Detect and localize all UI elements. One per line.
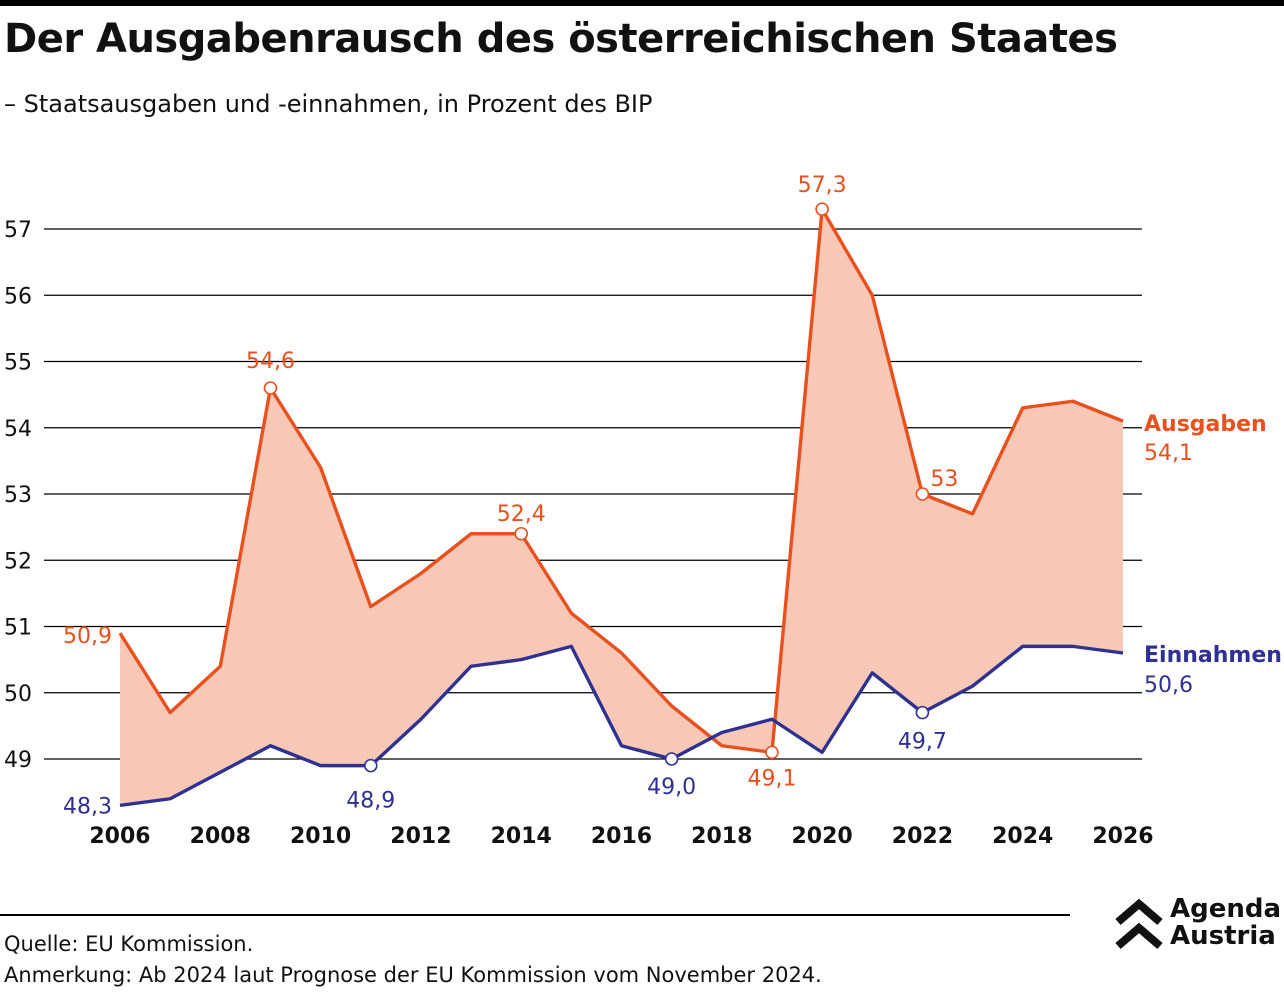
x-tick-label: 2018 <box>691 824 752 849</box>
x-tick-label: 2016 <box>591 824 652 849</box>
ausgaben-line <box>118 207 1124 755</box>
footer-source: Quelle: EU Kommission. <box>4 932 254 956</box>
agenda-austria-logo: Agenda Austria <box>1112 894 1284 954</box>
page-title: Der Ausgabenrausch des österreichischen … <box>4 16 1118 62</box>
series-name-ausgaben: Ausgaben <box>1144 412 1267 437</box>
einnahmen-line <box>119 644 1124 808</box>
data-label: 48,9 <box>346 789 395 814</box>
y-tick-label: 52 <box>4 549 32 574</box>
point-marker <box>915 487 930 501</box>
data-label: 57,3 <box>798 173 847 198</box>
x-tick-label: 2014 <box>491 824 552 849</box>
y-tick-label: 49 <box>4 748 32 773</box>
footer-note: Anmerkung: Ab 2024 laut Prognose der EU … <box>4 963 822 987</box>
series-name-einnahmen: Einnahmen <box>1144 643 1282 668</box>
point-marker <box>514 526 529 541</box>
line-chart: 49 50 51 52 53 54 55 56 57 2006 2008 2010 2012 2014 20… <box>4 173 1282 849</box>
y-tick-label: 50 <box>4 682 32 707</box>
y-tick-label: 51 <box>4 616 32 641</box>
x-tick-label: 2008 <box>190 824 251 849</box>
chart-labels: 49 50 51 52 53 54 55 56 57 2006 2008 2010 2012 2014 20… <box>4 173 1282 849</box>
page-subtitle: – Staatsausgaben und -einnahmen, in Proz… <box>4 90 653 118</box>
logo-line-1: Agenda <box>1170 894 1282 924</box>
point-marker <box>815 202 829 216</box>
point-marker <box>664 752 679 766</box>
y-tick-label: 56 <box>4 284 32 309</box>
point-marker <box>915 705 930 720</box>
double-chevron-up-icon <box>1115 898 1163 950</box>
x-tick-label: 2006 <box>89 824 150 849</box>
series-lines <box>118 207 1124 808</box>
series-end-value-ausgaben: 54,1 <box>1144 441 1193 466</box>
top-rule <box>0 0 1284 6</box>
y-tick-label: 55 <box>4 351 32 376</box>
data-label: 52,4 <box>497 502 546 527</box>
data-label: 49,1 <box>747 766 796 791</box>
series-end-value-einnahmen: 50,6 <box>1144 673 1193 698</box>
data-label: 50,9 <box>63 624 112 649</box>
point-marker <box>765 745 779 760</box>
bottom-rule <box>0 914 1070 916</box>
x-tick-label: 2012 <box>390 824 451 849</box>
logo-line-2: Austria <box>1170 921 1276 951</box>
gap-area <box>120 209 1123 806</box>
y-tick-label: 57 <box>4 218 32 243</box>
point-marker <box>263 381 278 395</box>
y-tick-label: 53 <box>4 483 32 508</box>
x-tick-label: 2024 <box>992 824 1053 849</box>
logo-text: Agenda Austria <box>1170 896 1281 950</box>
y-tick-label: 54 <box>4 417 32 442</box>
x-tick-label: 2022 <box>892 824 953 849</box>
ausgaben-einnahmen-gap <box>120 209 1123 806</box>
data-label: 49,0 <box>647 775 696 800</box>
point-marker <box>363 758 378 773</box>
point-markers <box>263 202 930 773</box>
x-tick-label: 2020 <box>791 824 852 849</box>
x-tick-label: 2026 <box>1092 824 1153 849</box>
data-label: 54,6 <box>246 349 295 374</box>
data-label: 49,7 <box>898 730 947 755</box>
data-label: 48,3 <box>63 794 112 819</box>
data-label: 53 <box>930 467 958 492</box>
x-tick-label: 2010 <box>290 824 351 849</box>
